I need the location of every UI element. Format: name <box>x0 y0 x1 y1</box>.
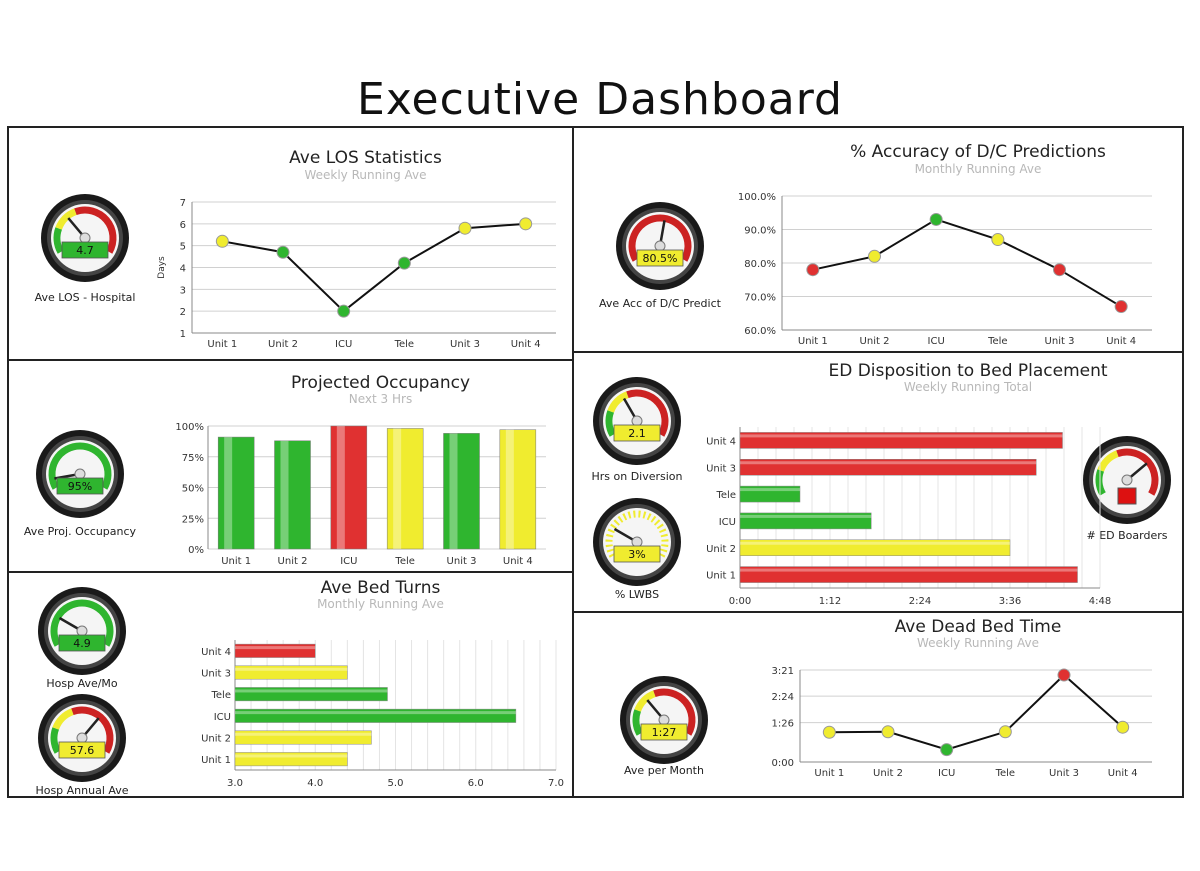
panel-title: Ave Bed Turns <box>320 578 441 598</box>
gauge-label: % LWBS <box>614 588 660 601</box>
gauge-label: Ave Proj. Occupancy <box>23 525 137 538</box>
panel-title: Ave Dead Bed Time <box>894 617 1062 637</box>
gauge-label: Ave Acc of D/C Predict <box>599 297 721 310</box>
panel-occupancy: Projected Occupancy Next 3 Hrs <box>7 359 574 573</box>
gauge-label: Hrs on Diversion <box>591 470 683 483</box>
gauge-label: Hosp Ave/Mo <box>46 677 118 690</box>
panel-subtitle: Next 3 Hrs <box>348 392 413 406</box>
gauge-label: # ED Boarders <box>1086 529 1168 542</box>
panel-title: Projected Occupancy <box>290 373 471 393</box>
gauge-label: Ave per Month <box>624 764 704 777</box>
panel-title: % Accuracy of D/C Predictions <box>850 142 1106 162</box>
panel-los: Ave LOS Statistics Weekly Running Ave <box>7 126 574 361</box>
panel-title: ED Disposition to Bed Placement <box>828 361 1108 381</box>
gauge-label: Ave LOS - Hospital <box>34 291 136 304</box>
panel-subtitle: Monthly Running Ave <box>914 162 1042 176</box>
gauge-label: Hosp Annual Ave <box>35 784 129 797</box>
panel-title: Ave LOS Statistics <box>289 148 442 168</box>
panel-subtitle: Monthly Running Ave <box>317 597 444 611</box>
panel-subtitle: Weekly Running Total <box>903 380 1033 394</box>
page-title: Executive Dashboard <box>357 74 843 125</box>
panel-subtitle: Weekly Running Ave <box>304 168 427 182</box>
panel-accuracy: % Accuracy of D/C Predictions Monthly Ru… <box>572 126 1184 353</box>
panel-subtitle: Weekly Running Ave <box>916 636 1040 650</box>
